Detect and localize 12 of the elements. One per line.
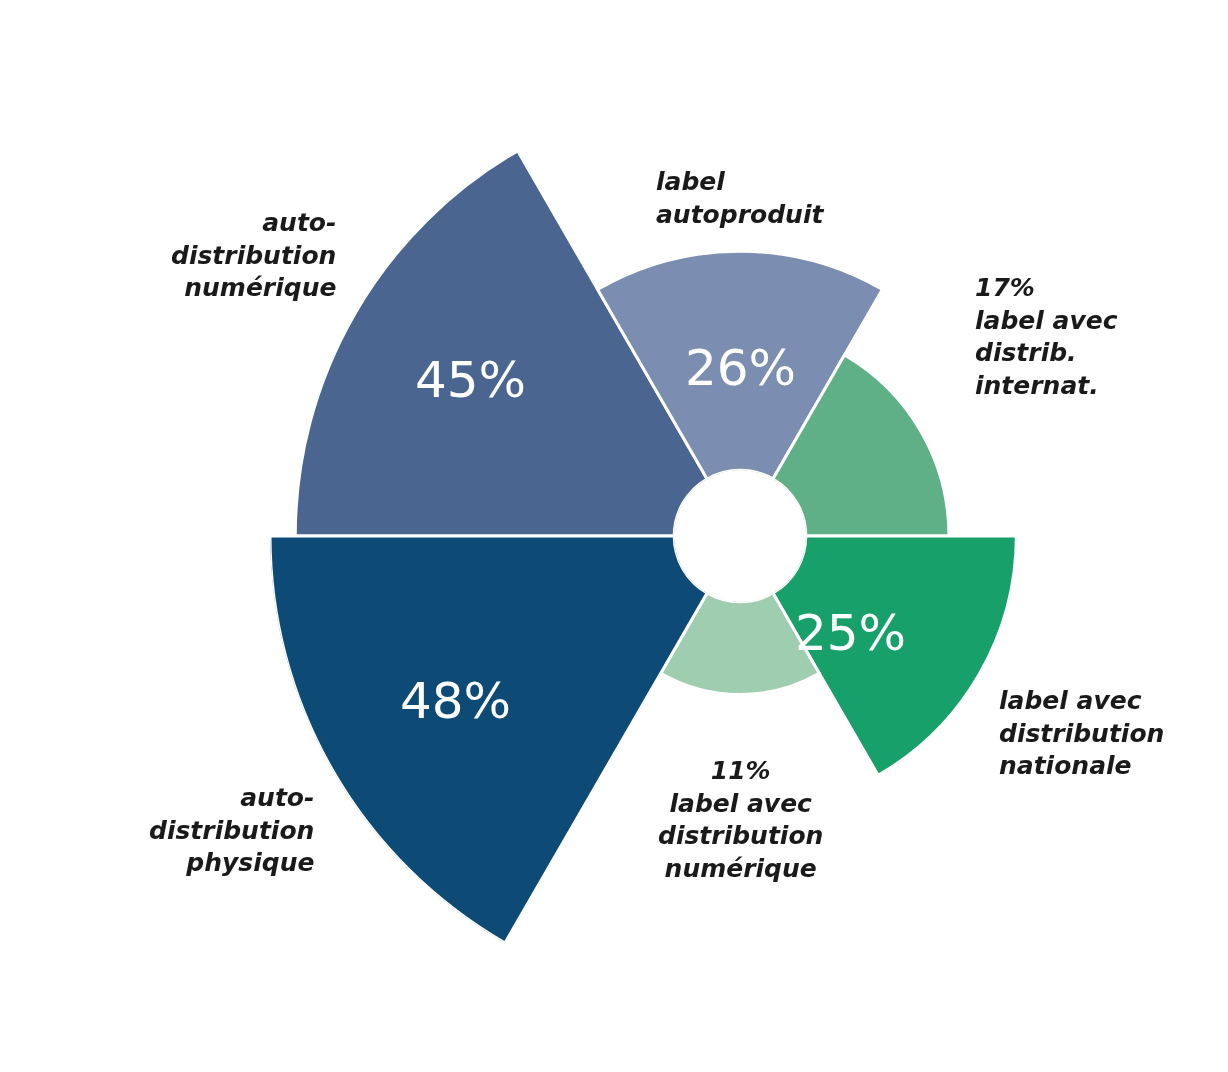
data-label: 17% <box>975 273 1035 302</box>
data-label: 48% <box>400 672 512 730</box>
category-label: label avec distribution nationale <box>999 686 1165 780</box>
category-label: label autoproduit <box>656 167 825 229</box>
category-label: label avec distrib. internat. <box>975 305 1118 400</box>
category-label: auto-distribution numérique <box>171 208 337 302</box>
data-label: 26% <box>685 339 797 397</box>
data-label: 25% <box>795 604 907 662</box>
category-label: label avec distribution numérique <box>658 788 824 883</box>
category-label: auto-distribution physique <box>149 783 315 877</box>
data-label: 45% <box>415 351 527 409</box>
data-label: 11% <box>710 756 771 785</box>
